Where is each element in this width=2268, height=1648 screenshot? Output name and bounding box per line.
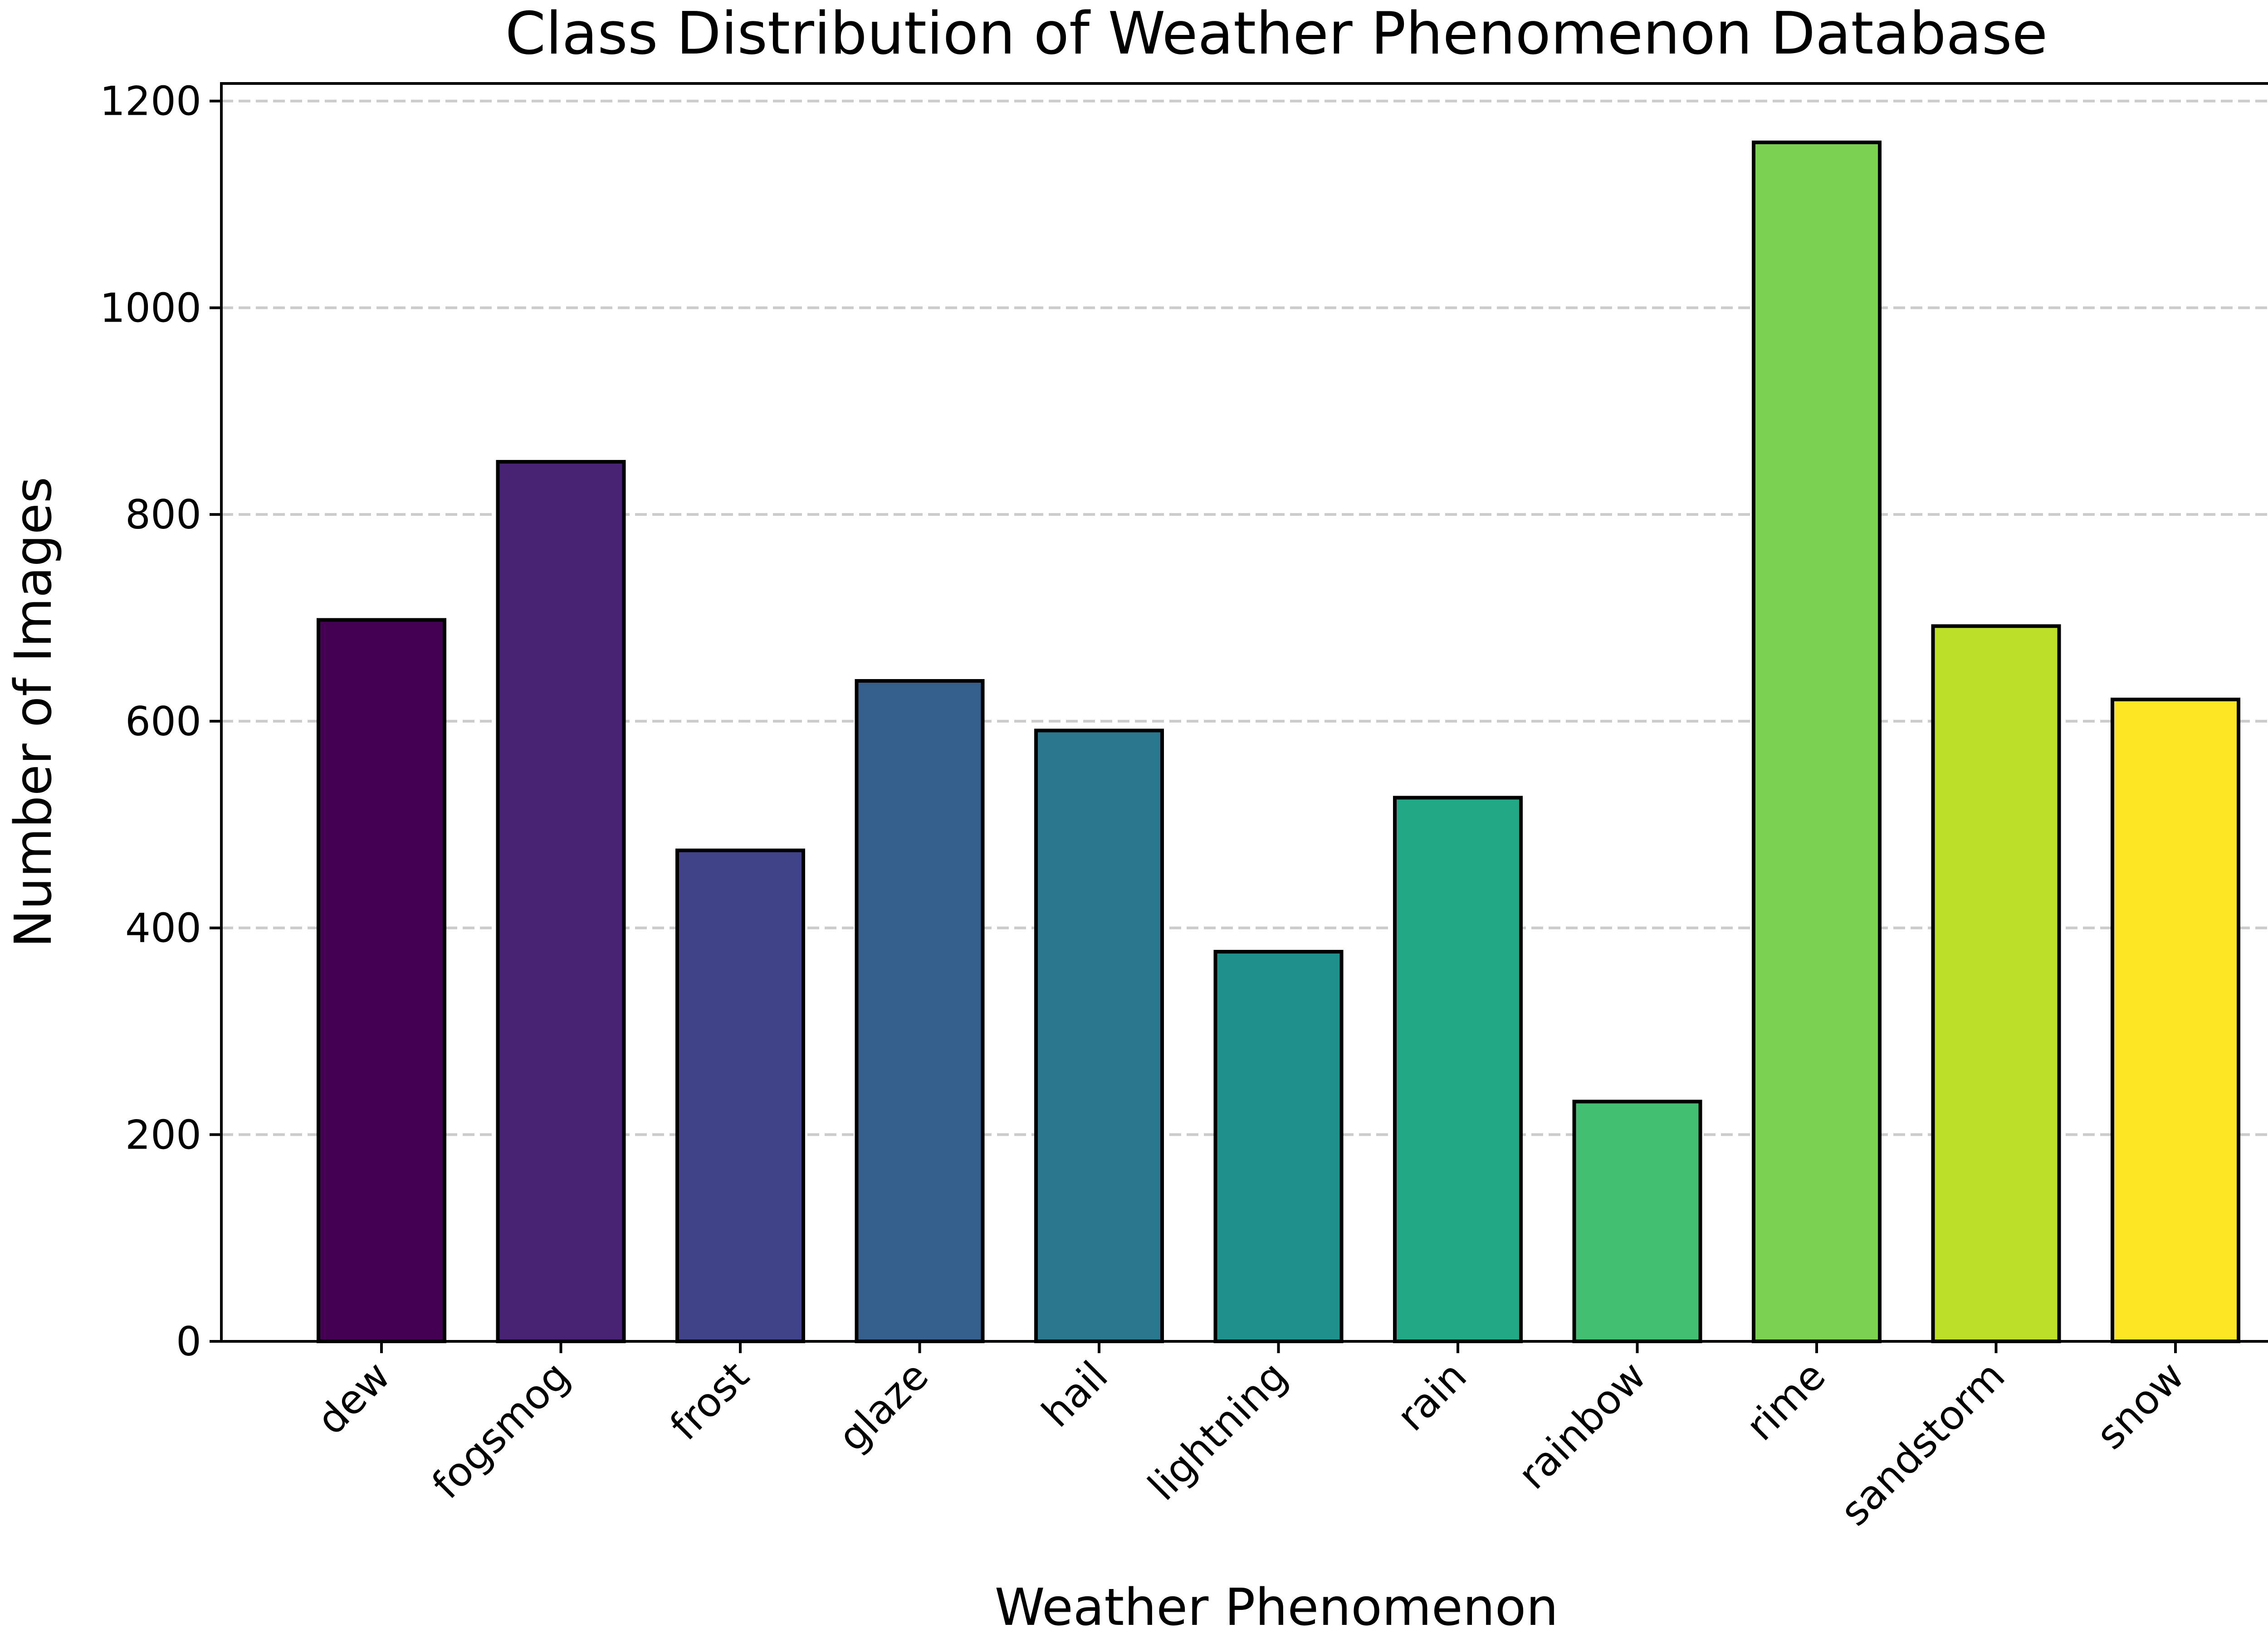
bar-snow [2111,698,2240,1343]
x-axis-ticks: dew fogsmog frost glaze hail lightning rain rai… [308,1341,2193,1535]
y-tick-label: 200 [125,1111,201,1158]
axes [220,82,2268,1343]
x-tick-label-fogsmog: fogsmog [423,1352,578,1508]
x-tick-label-sandstorm: sandstorm [1831,1352,2014,1535]
x-tick-label-hail: hail [1033,1352,1117,1436]
plot-frame [220,82,2268,1343]
x-tick-label-frost: frost [661,1352,758,1449]
bars [317,140,2240,1343]
y-tick-label: 600 [125,698,201,745]
bar-glaze [855,679,985,1343]
x-tick-label-lightning: lightning [1139,1352,1296,1509]
bar-sandstorm [1931,624,2061,1343]
x-tick-label-dew: dew [308,1352,399,1444]
bar-rain [1393,796,1523,1343]
y-tick-label: 400 [125,905,201,952]
bar-fogsmog [496,460,626,1343]
chart-title: Class Distribution of Weather Phenomenon… [505,0,2048,68]
bar-lightning [1213,949,1344,1343]
x-tick-label-glaze: glaze [829,1352,938,1461]
x-tick-label-rain: rain [1388,1352,1476,1440]
y-axis-label: Number of Images [4,477,63,948]
y-tick-label: 800 [125,491,201,538]
x-tick-label-rime: rime [1737,1352,1834,1450]
y-tick-label: 0 [176,1318,201,1365]
x-tick-label-snow: snow [2087,1352,2193,1458]
bar-rainbow [1572,1100,1702,1343]
x-axis-label: Weather Phenomenon [995,1578,1559,1637]
y-axis-ticks: 0 200 400 600 800 1000 1200 [100,78,221,1365]
y-tick-label: 1000 [100,284,201,331]
bar-hail [1034,729,1164,1343]
bar-frost [675,848,805,1343]
bar-rime [1752,140,1882,1343]
y-tick-label: 1200 [100,78,201,125]
x-tick-label-rainbow: rainbow [1509,1352,1655,1498]
bar-dew [317,618,446,1343]
